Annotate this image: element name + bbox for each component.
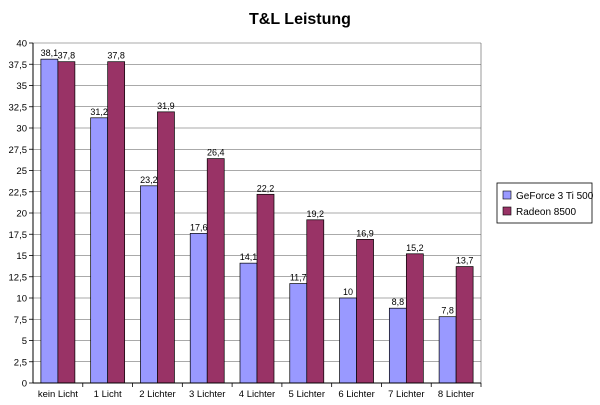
- x-tick-label: 5 Lichter: [289, 389, 325, 400]
- data-label: 13,7: [456, 256, 474, 266]
- data-label: 37,8: [107, 51, 125, 61]
- data-label: 19,2: [307, 209, 325, 219]
- legend: GeForce 3 Ti 500 Radeon 8500: [496, 182, 594, 224]
- y-tick-label: 12,5: [9, 272, 28, 283]
- data-label: 17,6: [190, 222, 208, 232]
- y-tick-label: 25: [16, 166, 27, 177]
- data-label: 7,8: [441, 306, 454, 316]
- y-tick-label: 27,5: [9, 145, 28, 156]
- tick-labels: 0 2,5 5 7,5 10 12,5 15 17,5 20 22,5 25 27,5 30 32,5 35…: [9, 39, 475, 401]
- y-tick-label: 5: [22, 336, 27, 347]
- bar-geforce-6: [339, 297, 357, 384]
- data-label: 38,1: [41, 48, 59, 58]
- data-label: 8,8: [392, 297, 405, 307]
- bar-geforce-8: [438, 316, 457, 384]
- data-label: 31,9: [157, 101, 175, 111]
- y-tick-label: 15: [16, 251, 27, 262]
- y-tick-label: 37,5: [9, 60, 28, 71]
- bar-radeon-8: [455, 266, 474, 384]
- y-tick-label: 32,5: [9, 102, 28, 113]
- bar-radeon-6: [356, 239, 374, 384]
- data-label: 14,1: [240, 252, 258, 262]
- y-tick-label: 0: [22, 379, 27, 390]
- bar-geforce-7: [388, 307, 407, 384]
- legend-swatch: [502, 190, 512, 200]
- bar-geforce-2: [140, 185, 158, 384]
- bar-radeon-0: [57, 61, 76, 384]
- x-tick-label: 1 Licht: [94, 389, 122, 400]
- data-label: 37,8: [58, 51, 76, 61]
- bar-geforce-4: [239, 262, 258, 384]
- data-label: 31,2: [90, 107, 108, 117]
- x-tick-label: 3 Lichter: [189, 389, 225, 400]
- data-labels: 38,1 37,831,237,823,231,917,626,414,122,2…: [41, 48, 474, 316]
- bar-radeon-7: [405, 253, 424, 384]
- legend-label: Radeon 8500: [516, 207, 576, 218]
- x-tick-label: 4 Lichter: [239, 389, 275, 400]
- legend-swatch: [502, 206, 512, 216]
- x-tick-label: 2 Lichter: [139, 389, 175, 400]
- bar-radeon-2: [157, 111, 175, 384]
- legend-box: [496, 182, 593, 224]
- data-label: 10: [343, 287, 353, 297]
- y-tick-label: 17,5: [9, 230, 28, 241]
- bar-geforce-3: [189, 233, 208, 384]
- bar-geforce-1: [90, 117, 109, 384]
- axes-group: [29, 42, 482, 387]
- data-label: 15,2: [406, 243, 424, 253]
- y-tick-label: 7,5: [14, 315, 27, 326]
- legend-label: GeForce 3 Ti 500: [516, 191, 594, 202]
- y-tick-label: 2,5: [14, 357, 27, 368]
- y-tick-label: 20: [16, 209, 27, 220]
- x-tick-label: 8 Lichter: [438, 389, 474, 400]
- bar-geforce-0: [40, 58, 59, 384]
- data-label: 22,2: [257, 183, 275, 193]
- y-tick-label: 10: [16, 294, 27, 305]
- bar-radeon-4: [256, 193, 275, 384]
- x-tick-label: kein Licht: [38, 389, 78, 400]
- y-tick-label: 30: [16, 124, 27, 135]
- bar-geforce-5: [289, 283, 308, 384]
- y-tick-label: 22,5: [9, 187, 28, 198]
- y-tick-label: 40: [16, 39, 27, 50]
- x-tick-label: 6 Lichter: [338, 389, 374, 400]
- bar-radeon-3: [206, 158, 225, 384]
- chart-title: T&L Leistung: [249, 11, 351, 28]
- data-label: 11,7: [290, 273, 307, 283]
- y-tick-label: 35: [16, 81, 27, 92]
- data-label: 16,9: [356, 228, 374, 238]
- data-label: 26,4: [207, 148, 225, 158]
- bar-radeon-1: [107, 61, 126, 384]
- bar-radeon-5: [306, 219, 325, 384]
- x-tick-label: 7 Lichter: [388, 389, 424, 400]
- data-label: 23,2: [140, 175, 158, 185]
